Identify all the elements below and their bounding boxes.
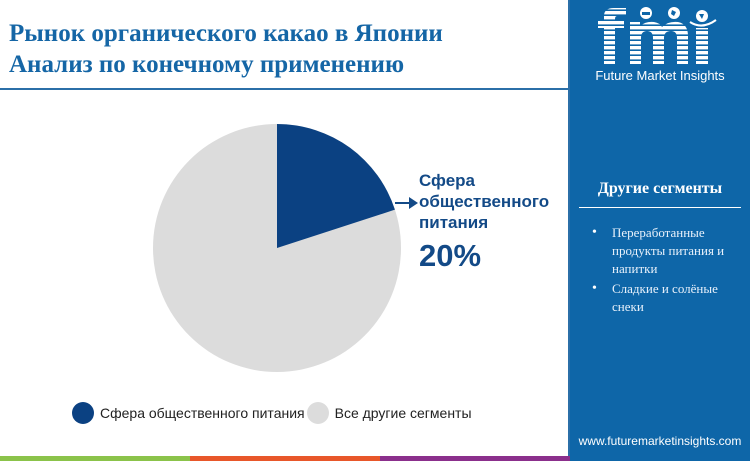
other-segments-heading: Другие сегменты <box>597 180 723 197</box>
title-divider <box>0 88 570 90</box>
sidebar-divider <box>579 207 741 208</box>
website-url[interactable]: www.futuremarketinsights.com <box>578 434 742 448</box>
page-title: Рынок органического какао в Японии Анали… <box>9 18 443 80</box>
legend-item-food-service: Сфера общественного питания <box>72 402 305 424</box>
chart-legend: Сфера общественного питания Все другие с… <box>72 402 472 424</box>
legend-label: Сфера общественного питания <box>100 405 305 421</box>
bar-segment-green <box>0 456 190 461</box>
title-line-1: Рынок органического какао в Японии <box>9 20 443 47</box>
bottom-color-bar <box>0 456 570 461</box>
list-item: Переработанные продукты питания и напитк… <box>584 224 744 278</box>
sidebar-edge <box>568 0 570 461</box>
title-line-2: Анализ по конечному применению <box>9 51 405 78</box>
list-item: Сладкие и солёные снеки <box>584 280 744 316</box>
callout-value: 20% <box>419 238 482 273</box>
fmi-logo-icon <box>598 7 717 64</box>
pie-slice-food-service <box>277 124 395 248</box>
legend-item-other: Все другие сегменты <box>306 402 472 424</box>
brand-name: Future Market Insights <box>595 68 725 83</box>
other-segments-list: Переработанные продукты питания и напитк… <box>584 224 744 318</box>
legend-swatch <box>72 402 94 424</box>
sidebar: Future Market Insights Другие сегменты П… <box>570 0 750 461</box>
slice-callout: Сфера общественного питания 20% <box>419 170 569 275</box>
legend-label: Все другие сегменты <box>334 405 472 421</box>
pie-chart <box>153 124 401 372</box>
bar-segment-orange <box>190 456 380 461</box>
legend-swatch <box>306 402 329 424</box>
callout-label: Сфера общественного питания <box>419 171 550 232</box>
callout-arrow-icon <box>395 197 418 209</box>
bar-segment-purple <box>380 456 570 461</box>
